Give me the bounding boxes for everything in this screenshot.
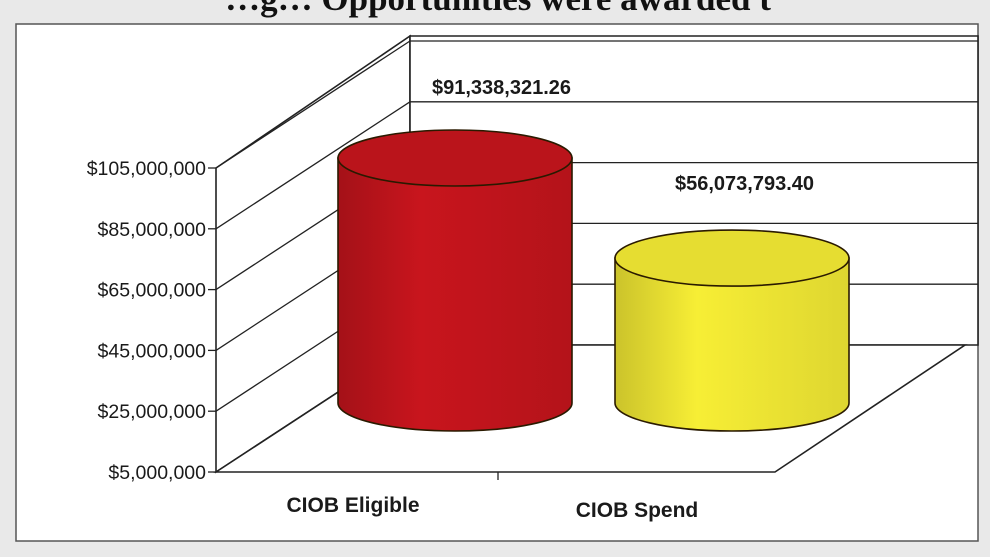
chart-title: …g… Opportunities were awarded t [225, 0, 771, 18]
cylinder-body [614, 257, 850, 432]
cylinder-top [614, 229, 850, 287]
cylinder-body [337, 157, 573, 432]
bar-ciob-eligible [337, 129, 573, 432]
cylinder-top [337, 129, 573, 187]
bar-ciob-spend [614, 229, 850, 432]
gridline [215, 40, 411, 169]
data-label: $91,338,321.26 [432, 77, 571, 99]
y-tick-label: $25,000,000 [98, 401, 207, 423]
y-axis: $105,000,000 $85,000,000 $65,000,000 $45,00… [87, 158, 216, 484]
data-label: $56,073,793.40 [675, 173, 814, 195]
gridline [215, 101, 411, 230]
y-tick-label: $45,000,000 [98, 340, 207, 362]
axis-walls [213, 34, 979, 474]
x-tick-label: CIOB Spend [576, 499, 699, 522]
bars [337, 129, 850, 432]
y-tick-label: $85,000,000 [98, 219, 207, 241]
y-tick-label: $5,000,000 [108, 462, 206, 484]
y-tick-label: $65,000,000 [98, 280, 207, 302]
x-axis: CIOB Eligible CIOB Spend [286, 472, 698, 522]
data-labels: $91,338,321.26 $56,073,793.40 [432, 77, 814, 195]
x-tick-label: CIOB Eligible [286, 494, 419, 517]
y-tick-label: $105,000,000 [87, 158, 206, 180]
